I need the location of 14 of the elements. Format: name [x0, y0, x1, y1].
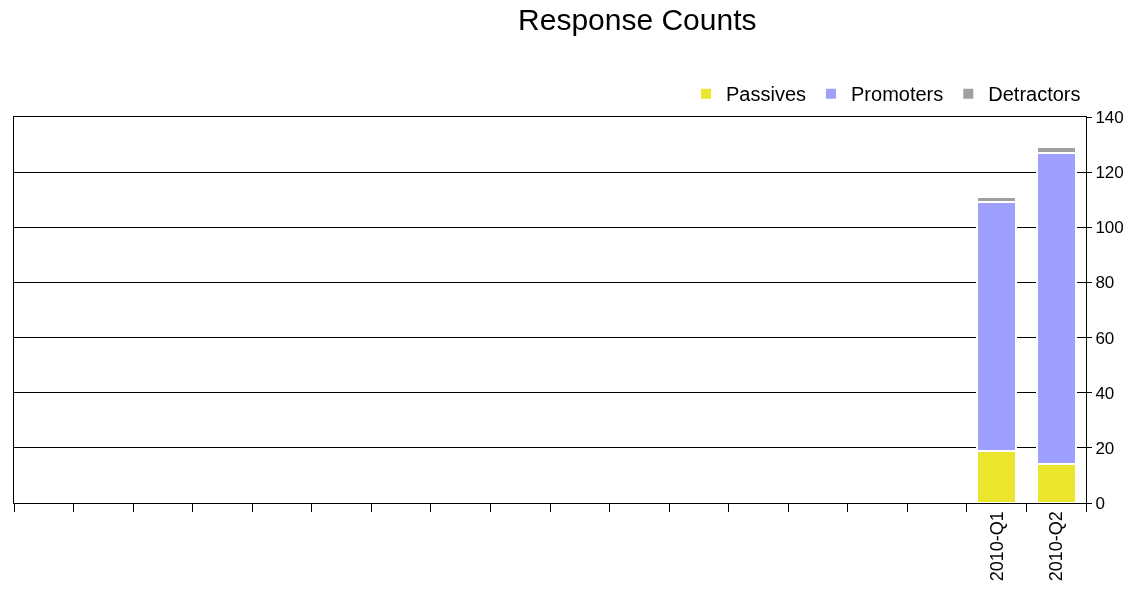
- legend-label: Passives: [726, 83, 807, 106]
- y-tick-label: 120: [1095, 163, 1124, 183]
- y-tick-label: 80: [1095, 273, 1115, 293]
- y-tick-label: 140: [1095, 107, 1124, 127]
- x-tick-label: 2010-Q2: [1046, 511, 1067, 582]
- x-tick-label: 2010-Q1: [986, 511, 1007, 582]
- legend-label: Detractors: [988, 83, 1081, 106]
- y-tick-label: 60: [1095, 328, 1115, 348]
- y-tick-label: 40: [1095, 383, 1115, 403]
- y-tick-label: 100: [1095, 218, 1124, 238]
- y-tick-label: 0: [1095, 493, 1105, 513]
- y-tick-label: 20: [1095, 438, 1115, 458]
- legend-label: Promoters: [851, 83, 944, 106]
- chart-title: Response Counts: [518, 3, 757, 37]
